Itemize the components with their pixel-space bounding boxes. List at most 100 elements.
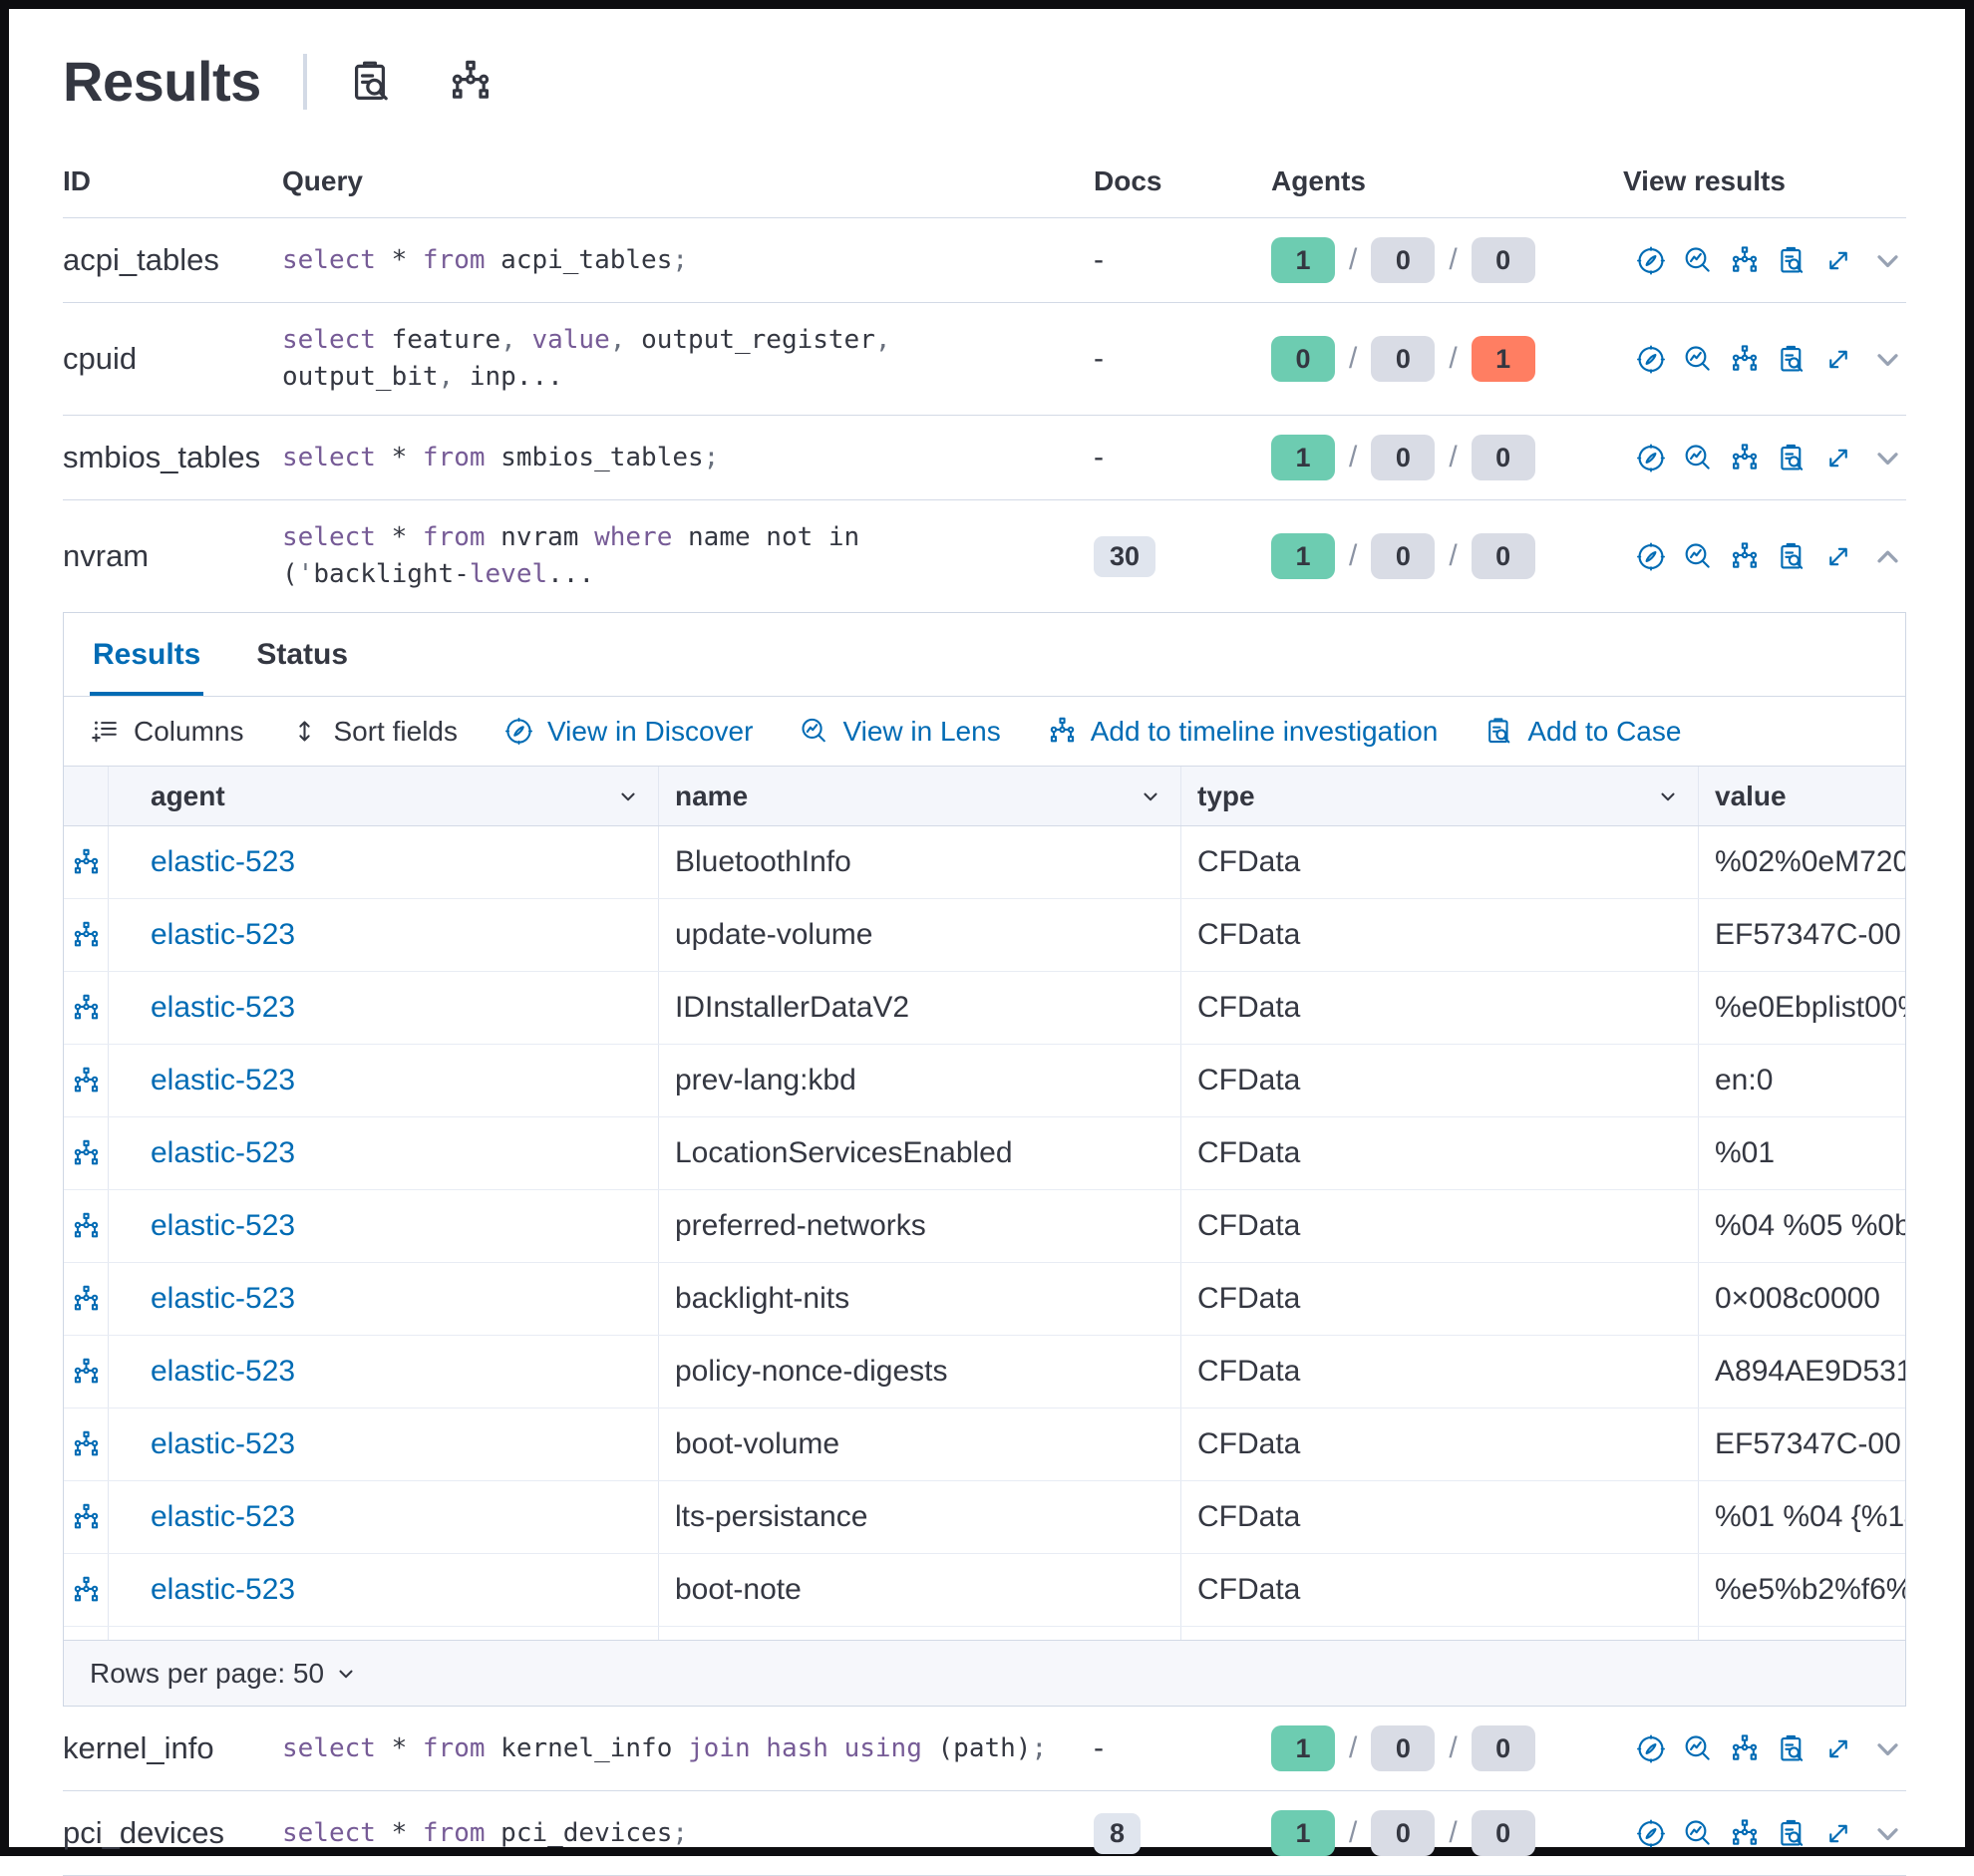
title-divider xyxy=(302,53,307,110)
add-to-case-button[interactable]: Add to Case xyxy=(1483,716,1681,748)
docs-count-badge: 8 xyxy=(1094,1812,1142,1854)
row-timeline-icon[interactable] xyxy=(71,920,102,951)
row-timeline-icon[interactable] xyxy=(71,993,102,1024)
row-timeline-icon[interactable] xyxy=(71,1575,102,1606)
agent-link[interactable]: elastic-523 xyxy=(151,1282,296,1315)
nvram-name-value: BluetoothInfo xyxy=(675,845,851,878)
grid-row: elastic-523 update-volume CFData EF57347C-0… xyxy=(64,899,1905,972)
add-to-case-icon[interactable] xyxy=(1776,440,1808,476)
column-header-id: ID xyxy=(63,165,91,196)
agent-link[interactable]: elastic-523 xyxy=(151,845,296,878)
grid-row: elastic-523 backlight-nits CFData 0×008c000… xyxy=(64,1263,1905,1336)
add-to-timeline-icon[interactable] xyxy=(1729,242,1761,279)
inspect-icon[interactable] xyxy=(347,58,395,106)
name-column-chevron-icon[interactable] xyxy=(1139,784,1162,808)
expand-icon[interactable] xyxy=(1822,242,1854,279)
row-timeline-icon[interactable] xyxy=(71,1502,102,1533)
expand-row-chevron-icon[interactable] xyxy=(1869,1730,1906,1767)
badge-separator: / xyxy=(1349,441,1358,473)
query-sql: select feature, value, output_register, xyxy=(282,325,891,355)
view-in-lens-icon[interactable] xyxy=(1682,1730,1714,1767)
expand-icon[interactable] xyxy=(1822,538,1854,575)
expanded-results-panel: Results Status Columns Sort fields View … xyxy=(63,612,1906,1707)
node-tree-icon[interactable] xyxy=(447,58,494,106)
row-timeline-icon[interactable] xyxy=(71,1284,102,1315)
sort-fields-button[interactable]: Sort fields xyxy=(289,716,458,748)
view-in-lens-icon[interactable] xyxy=(1682,242,1714,279)
agent-link[interactable]: elastic-523 xyxy=(151,1427,296,1460)
add-to-timeline-icon[interactable] xyxy=(1729,1730,1761,1767)
tab-results[interactable]: Results xyxy=(90,613,204,696)
agent-link[interactable]: elastic-523 xyxy=(151,991,296,1024)
type-column-chevron-icon[interactable] xyxy=(1656,784,1680,808)
agent-column-chevron-icon[interactable] xyxy=(616,784,640,808)
tab-status[interactable]: Status xyxy=(256,638,349,671)
add-to-timeline-icon[interactable] xyxy=(1729,341,1761,378)
add-to-timeline-icon[interactable] xyxy=(1729,440,1761,476)
agent-link[interactable]: elastic-523 xyxy=(151,1209,296,1242)
add-to-case-icon[interactable] xyxy=(1776,341,1808,378)
add-to-case-icon[interactable] xyxy=(1776,1815,1808,1852)
add-to-timeline-icon[interactable] xyxy=(1729,1815,1761,1852)
view-in-lens-icon[interactable] xyxy=(1682,1815,1714,1852)
expand-row-chevron-icon[interactable] xyxy=(1869,341,1906,378)
row-timeline-icon[interactable] xyxy=(71,1138,102,1169)
nvram-type-value: CFData xyxy=(1197,1355,1301,1388)
add-to-timeline-label: Add to timeline investigation xyxy=(1090,715,1439,747)
expand-icon[interactable] xyxy=(1822,1815,1854,1852)
view-in-lens-icon[interactable] xyxy=(1682,440,1714,476)
expand-icon[interactable] xyxy=(1822,440,1854,476)
view-in-discover-icon[interactable] xyxy=(1635,1815,1667,1852)
results-page: Results ID Query Docs Agents View result… xyxy=(9,9,1965,1876)
view-in-lens-icon[interactable] xyxy=(1682,538,1714,575)
collapse-row-chevron-icon[interactable] xyxy=(1869,538,1906,575)
add-to-case-icon[interactable] xyxy=(1776,242,1808,279)
expand-row-chevron-icon[interactable] xyxy=(1869,1815,1906,1852)
view-results-cell xyxy=(1623,242,1906,279)
grid-column-type[interactable]: type xyxy=(1181,767,1699,825)
row-timeline-icon[interactable] xyxy=(71,1066,102,1096)
query-row-acpi_tables: acpi_tables select * from acpi_tables; - 1 /… xyxy=(63,218,1906,303)
nvram-type-value: CFData xyxy=(1197,1427,1301,1460)
add-to-timeline-button[interactable]: Add to timeline investigation xyxy=(1047,715,1439,748)
agent-link[interactable]: elastic-523 xyxy=(151,918,296,951)
view-in-discover-icon[interactable] xyxy=(1635,242,1667,279)
expand-row-chevron-icon[interactable] xyxy=(1869,242,1906,279)
columns-icon xyxy=(90,716,121,747)
expand-icon[interactable] xyxy=(1822,341,1854,378)
add-to-timeline-icon[interactable] xyxy=(1729,538,1761,575)
agents-neutral-badge: 0 xyxy=(1371,1810,1436,1856)
agents-neutral-badge: 0 xyxy=(1371,435,1436,480)
view-in-discover-icon[interactable] xyxy=(1635,341,1667,378)
view-in-discover-icon[interactable] xyxy=(1635,1730,1667,1767)
expand-icon[interactable] xyxy=(1822,1730,1854,1767)
query-table-header: ID Query Docs Agents View results xyxy=(63,148,1906,218)
row-timeline-icon[interactable] xyxy=(71,847,102,878)
row-timeline-icon[interactable] xyxy=(71,1429,102,1460)
agent-link[interactable]: elastic-523 xyxy=(151,1136,296,1169)
sort-fields-label: Sort fields xyxy=(333,715,458,747)
column-header-docs: Docs xyxy=(1094,165,1162,196)
grid-column-agent[interactable]: agent xyxy=(109,767,659,825)
rows-per-page-button[interactable]: Rows per page: 50 xyxy=(90,1658,358,1690)
view-in-discover-icon[interactable] xyxy=(1635,440,1667,476)
grid-column-value[interactable]: value xyxy=(1699,767,1905,825)
expand-row-chevron-icon[interactable] xyxy=(1869,440,1906,476)
add-to-case-icon[interactable] xyxy=(1776,1730,1808,1767)
query-cell: select * from nvram where name not in ('b… xyxy=(282,519,1080,593)
view-in-lens-icon[interactable] xyxy=(1682,341,1714,378)
agent-link[interactable]: elastic-523 xyxy=(151,1500,296,1533)
view-in-discover-icon[interactable] xyxy=(1635,538,1667,575)
view-in-lens-button[interactable]: View in Lens xyxy=(799,716,1001,748)
row-timeline-icon[interactable] xyxy=(71,1357,102,1388)
agents-success-badge: 1 xyxy=(1271,435,1335,480)
grid-column-name[interactable]: name xyxy=(659,767,1181,825)
add-to-case-icon[interactable] xyxy=(1776,538,1808,575)
row-timeline-icon[interactable] xyxy=(71,1211,102,1242)
columns-label: Columns xyxy=(134,715,244,747)
agent-link[interactable]: elastic-523 xyxy=(151,1064,296,1096)
agent-link[interactable]: elastic-523 xyxy=(151,1573,296,1606)
agent-link[interactable]: elastic-523 xyxy=(151,1355,296,1388)
columns-button[interactable]: Columns xyxy=(90,716,243,748)
view-in-discover-button[interactable]: View in Discover xyxy=(503,716,753,748)
